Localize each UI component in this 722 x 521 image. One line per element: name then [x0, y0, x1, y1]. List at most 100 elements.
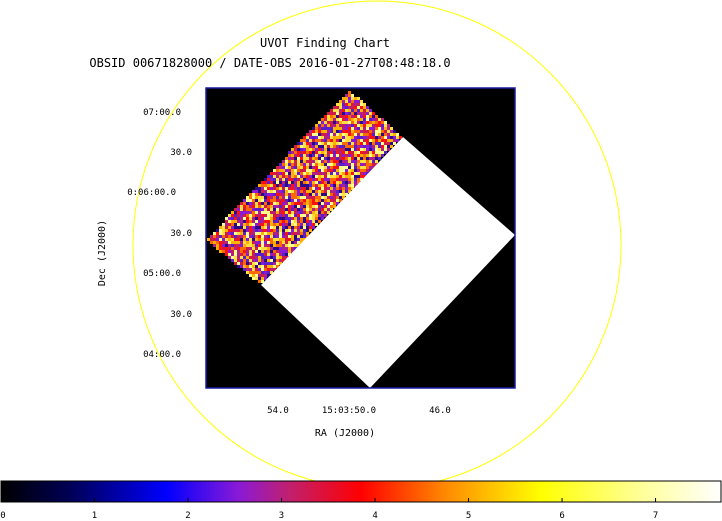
heatmap-pixel — [306, 184, 309, 187]
heatmap-pixel — [318, 121, 321, 124]
heatmap-pixel — [249, 220, 252, 223]
heatmap-pixel — [273, 229, 276, 232]
heatmap-pixel — [345, 121, 348, 124]
heatmap-pixel — [273, 196, 276, 199]
heatmap-pixel — [336, 142, 339, 145]
heatmap-pixel — [264, 250, 267, 253]
heatmap-pixel — [306, 139, 309, 142]
heatmap-pixel — [312, 217, 315, 220]
heatmap-pixel — [360, 166, 363, 169]
heatmap-pixel — [324, 178, 327, 181]
heatmap-pixel — [354, 145, 357, 148]
heatmap-pixel — [339, 181, 342, 184]
heatmap-pixel — [348, 190, 351, 193]
heatmap-pixel — [216, 235, 219, 238]
heatmap-pixel — [366, 172, 369, 175]
heatmap-pixel — [252, 244, 255, 247]
heatmap-pixel — [321, 139, 324, 142]
heatmap-pixel — [276, 172, 279, 175]
heatmap-pixel — [261, 205, 264, 208]
heatmap-pixel — [252, 238, 255, 241]
heatmap-pixel — [237, 250, 240, 253]
heatmap-pixel — [327, 136, 330, 139]
heatmap-pixel — [267, 253, 270, 256]
heatmap-pixel — [285, 187, 288, 190]
heatmap-pixel — [276, 250, 279, 253]
heatmap-pixel — [330, 181, 333, 184]
heatmap-pixel — [330, 208, 333, 211]
heatmap-pixel — [306, 220, 309, 223]
heatmap-pixel — [324, 205, 327, 208]
heatmap-pixel — [372, 142, 375, 145]
heatmap-pixel — [264, 256, 267, 259]
heatmap-pixel — [327, 118, 330, 121]
heatmap-pixel — [309, 133, 312, 136]
heatmap-pixel — [291, 151, 294, 154]
heatmap-pixel — [324, 151, 327, 154]
heatmap-pixel — [312, 199, 315, 202]
heatmap-pixel — [306, 133, 309, 136]
heatmap-pixel — [348, 109, 351, 112]
heatmap-pixel — [255, 211, 258, 214]
heatmap-pixel — [315, 142, 318, 145]
heatmap-pixel — [285, 172, 288, 175]
heatmap-pixel — [261, 277, 264, 280]
heatmap-pixel — [333, 121, 336, 124]
heatmap-pixel — [279, 247, 282, 250]
heatmap-pixel — [381, 136, 384, 139]
heatmap-pixel — [357, 118, 360, 121]
heatmap-pixel — [243, 259, 246, 262]
heatmap-pixel — [270, 256, 273, 259]
heatmap-pixel — [258, 226, 261, 229]
heatmap-pixel — [387, 133, 390, 136]
heatmap-pixel — [297, 196, 300, 199]
heatmap-pixel — [255, 214, 258, 217]
heatmap-pixel — [309, 202, 312, 205]
heatmap-pixel — [309, 175, 312, 178]
heatmap-pixel — [297, 163, 300, 166]
heatmap-pixel — [234, 223, 237, 226]
heatmap-pixel — [390, 142, 393, 145]
heatmap-pixel — [300, 217, 303, 220]
heatmap-pixel — [390, 133, 393, 136]
heatmap-pixel — [357, 121, 360, 124]
heatmap-pixel — [216, 244, 219, 247]
heatmap-pixel — [282, 229, 285, 232]
heatmap-pixel — [279, 184, 282, 187]
heatmap-pixel — [270, 259, 273, 262]
heatmap-pixel — [360, 160, 363, 163]
heatmap-pixel — [231, 211, 234, 214]
heatmap-pixel — [360, 172, 363, 175]
heatmap-pixel — [342, 109, 345, 112]
heatmap-pixel — [306, 214, 309, 217]
heatmap-pixel — [288, 214, 291, 217]
heatmap-pixel — [309, 142, 312, 145]
heatmap-pixel — [276, 178, 279, 181]
heatmap-pixel — [303, 220, 306, 223]
heatmap-pixel — [348, 142, 351, 145]
heatmap-pixel — [279, 229, 282, 232]
heatmap-pixel — [342, 193, 345, 196]
heatmap-pixel — [300, 187, 303, 190]
heatmap-pixel — [384, 139, 387, 142]
heatmap-pixel — [342, 103, 345, 106]
heatmap-pixel — [267, 199, 270, 202]
heatmap-pixel — [315, 193, 318, 196]
heatmap-pixel — [303, 175, 306, 178]
heatmap-pixel — [321, 130, 324, 133]
colorbar-tick-label: 0 — [0, 511, 5, 521]
heatmap-pixel — [327, 211, 330, 214]
heatmap-pixel — [381, 154, 384, 157]
heatmap-pixel — [309, 208, 312, 211]
heatmap-pixel — [378, 148, 381, 151]
heatmap-pixel — [243, 220, 246, 223]
heatmap-pixel — [318, 217, 321, 220]
heatmap-pixel — [306, 187, 309, 190]
heatmap-pixel — [294, 202, 297, 205]
heatmap-pixel — [252, 259, 255, 262]
heatmap-pixel — [255, 199, 258, 202]
heatmap-pixel — [288, 241, 291, 244]
heatmap-pixel — [300, 160, 303, 163]
heatmap-pixel — [282, 196, 285, 199]
heatmap-pixel — [315, 130, 318, 133]
